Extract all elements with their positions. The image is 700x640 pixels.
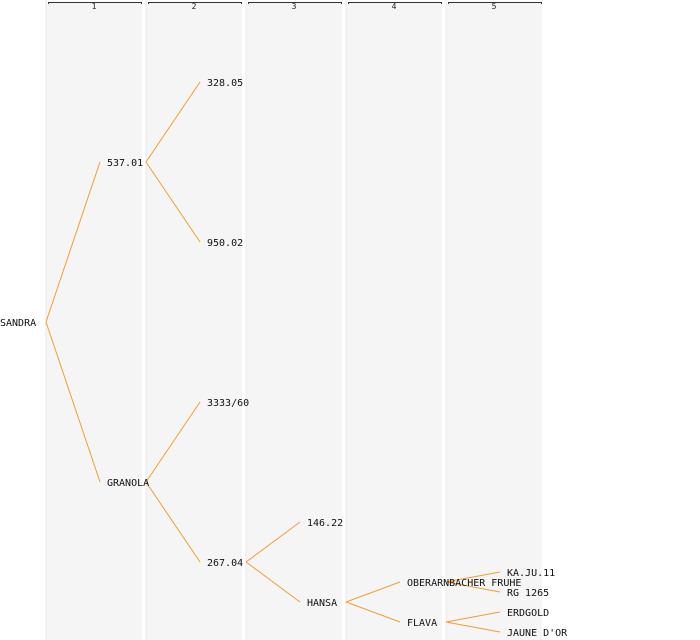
column-bracket xyxy=(348,2,442,4)
column-bracket xyxy=(448,2,542,4)
column-bracket xyxy=(48,2,142,4)
link-oberarnbacher-fruhe-to-ka-ju-11 xyxy=(445,571,501,583)
node-rg-1265: RG 1265 xyxy=(507,588,549,599)
link-hansa-to-oberarnbacher-fruhe xyxy=(345,581,401,603)
node-granola: GRANOLA xyxy=(107,478,149,489)
node-328-05: 328.05 xyxy=(207,78,243,89)
node-537-01: 537.01 xyxy=(107,158,143,169)
node-labels: SANDRA 537.01 328.05 950.02 GRANOLA 3333/60 26… xyxy=(0,78,568,639)
generation-header-4: 4 xyxy=(392,2,397,11)
node-hansa: HANSA xyxy=(307,598,337,609)
column-bands xyxy=(45,0,542,640)
link-537-01-to-328-05 xyxy=(145,81,201,163)
node-146-22: 146.22 xyxy=(307,518,343,529)
generation-header-5: 5 xyxy=(492,2,497,11)
node-sandra: SANDRA xyxy=(0,318,36,329)
node-flava: FLAVA xyxy=(407,618,437,629)
link-flava-to-jaune-d-or xyxy=(445,621,501,633)
node-950-02: 950.02 xyxy=(207,238,243,249)
node-3333-60: 3333/60 xyxy=(207,398,249,409)
column-headers: 1 2 3 4 5 xyxy=(48,2,542,11)
generation-column-5 xyxy=(446,3,542,640)
link-flava-to-erdgold xyxy=(445,611,501,623)
link-granola-to-3333-60 xyxy=(145,401,201,483)
node-jaune-d-or: JAUNE D'OR xyxy=(507,628,568,639)
node-oberarnbacher-fruhe: OBERARNBACHER FRUHE xyxy=(407,578,521,589)
link-sandra-to-537-01 xyxy=(45,161,101,323)
link-sandra-to-granola xyxy=(45,321,101,483)
node-erdgold: ERDGOLD xyxy=(507,608,549,619)
node-ka-ju-11: KA.JU.11 xyxy=(507,568,555,579)
generation-header-1: 1 xyxy=(92,2,97,11)
column-bracket xyxy=(248,2,342,4)
generation-header-3: 3 xyxy=(292,2,297,11)
tree-links xyxy=(45,81,501,633)
generation-column-4 xyxy=(346,3,442,640)
link-267-04-to-146-22 xyxy=(245,521,301,563)
link-hansa-to-flava xyxy=(345,601,401,623)
link-537-01-to-950-02 xyxy=(145,161,201,243)
generation-column-2 xyxy=(146,3,242,640)
link-267-04-to-hansa xyxy=(245,561,301,603)
link-granola-to-267-04 xyxy=(145,481,201,563)
link-oberarnbacher-fruhe-to-rg-1265 xyxy=(445,581,501,593)
generation-column-3 xyxy=(246,3,342,640)
column-bracket xyxy=(148,2,242,4)
generation-header-2: 2 xyxy=(192,2,197,11)
generation-column-1 xyxy=(46,3,142,640)
node-267-04: 267.04 xyxy=(207,558,243,569)
